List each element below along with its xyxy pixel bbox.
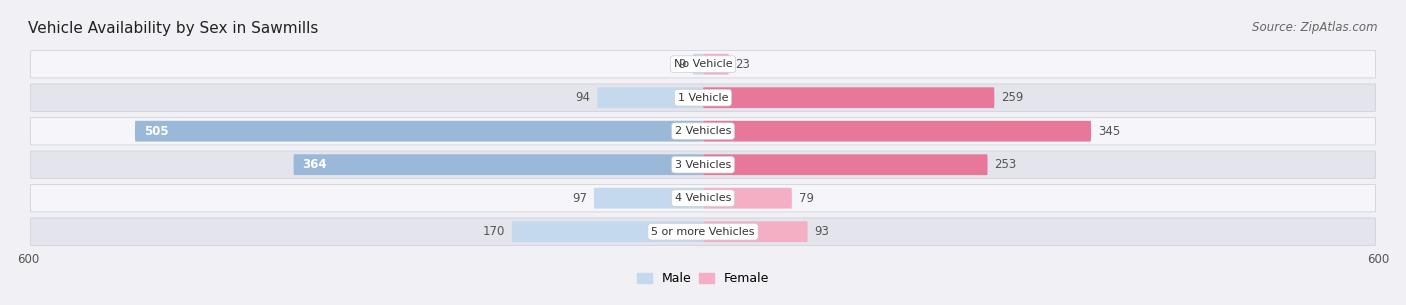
- Text: Source: ZipAtlas.com: Source: ZipAtlas.com: [1253, 21, 1378, 34]
- FancyBboxPatch shape: [598, 87, 703, 108]
- Text: 23: 23: [735, 58, 751, 71]
- FancyBboxPatch shape: [593, 188, 703, 209]
- FancyBboxPatch shape: [31, 218, 1375, 246]
- Text: 505: 505: [143, 125, 169, 138]
- Text: 4 Vehicles: 4 Vehicles: [675, 193, 731, 203]
- Text: 345: 345: [1098, 125, 1121, 138]
- Text: 94: 94: [575, 91, 591, 104]
- FancyBboxPatch shape: [703, 54, 728, 74]
- Text: 9: 9: [679, 58, 686, 71]
- Text: 2 Vehicles: 2 Vehicles: [675, 126, 731, 136]
- FancyBboxPatch shape: [294, 154, 703, 175]
- FancyBboxPatch shape: [31, 185, 1375, 212]
- FancyBboxPatch shape: [703, 154, 987, 175]
- FancyBboxPatch shape: [512, 221, 703, 242]
- Text: 253: 253: [994, 158, 1017, 171]
- Legend: Male, Female: Male, Female: [633, 268, 773, 289]
- FancyBboxPatch shape: [703, 87, 994, 108]
- Text: 79: 79: [799, 192, 814, 205]
- Text: 3 Vehicles: 3 Vehicles: [675, 160, 731, 170]
- Text: 93: 93: [814, 225, 830, 238]
- Text: 170: 170: [482, 225, 505, 238]
- FancyBboxPatch shape: [31, 151, 1375, 178]
- FancyBboxPatch shape: [703, 188, 792, 209]
- FancyBboxPatch shape: [703, 221, 807, 242]
- FancyBboxPatch shape: [31, 50, 1375, 78]
- Text: 1 Vehicle: 1 Vehicle: [678, 93, 728, 103]
- Text: Vehicle Availability by Sex in Sawmills: Vehicle Availability by Sex in Sawmills: [28, 21, 319, 36]
- FancyBboxPatch shape: [31, 84, 1375, 111]
- FancyBboxPatch shape: [135, 121, 703, 142]
- Text: 97: 97: [572, 192, 588, 205]
- Text: 259: 259: [1001, 91, 1024, 104]
- Text: 5 or more Vehicles: 5 or more Vehicles: [651, 227, 755, 237]
- Text: 364: 364: [302, 158, 328, 171]
- Text: No Vehicle: No Vehicle: [673, 59, 733, 69]
- FancyBboxPatch shape: [31, 117, 1375, 145]
- FancyBboxPatch shape: [693, 54, 703, 74]
- FancyBboxPatch shape: [703, 121, 1091, 142]
